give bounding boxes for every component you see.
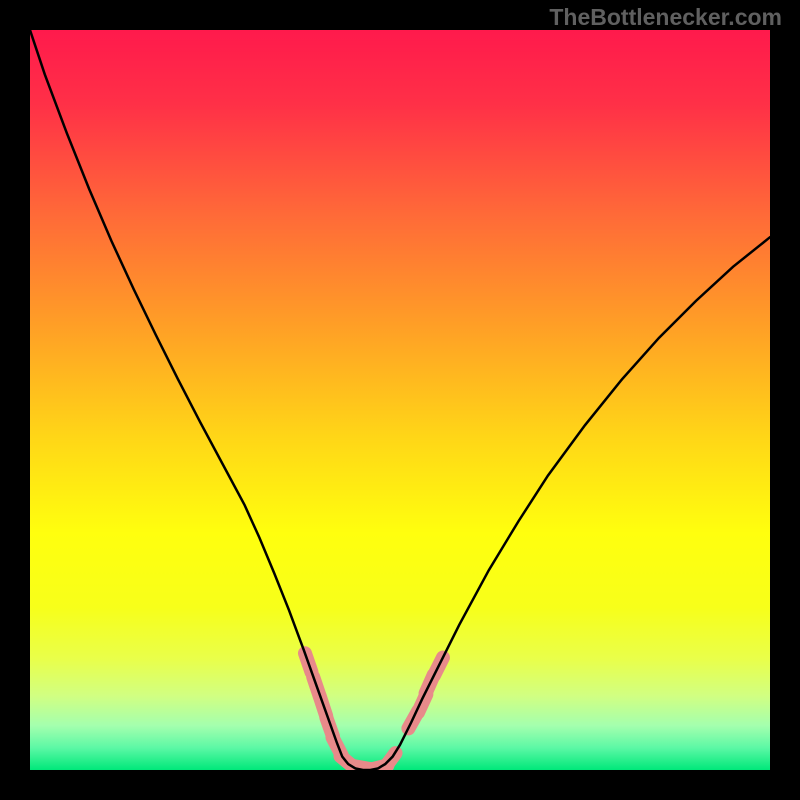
watermark-text: TheBottlenecker.com: [549, 4, 782, 31]
gradient-background: [30, 30, 770, 770]
plot-svg: [30, 30, 770, 770]
plot-area: [30, 30, 770, 770]
chart-frame: TheBottlenecker.com: [0, 0, 800, 800]
